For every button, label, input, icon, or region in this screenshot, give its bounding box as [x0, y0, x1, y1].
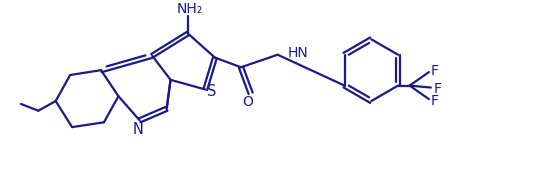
Text: F: F [431, 94, 439, 108]
Text: N: N [132, 122, 143, 137]
Text: NH₂: NH₂ [177, 2, 203, 16]
Text: F: F [431, 64, 439, 78]
Text: F: F [433, 81, 441, 96]
Text: S: S [207, 84, 217, 99]
Text: O: O [242, 95, 253, 109]
Text: HN: HN [287, 46, 308, 60]
